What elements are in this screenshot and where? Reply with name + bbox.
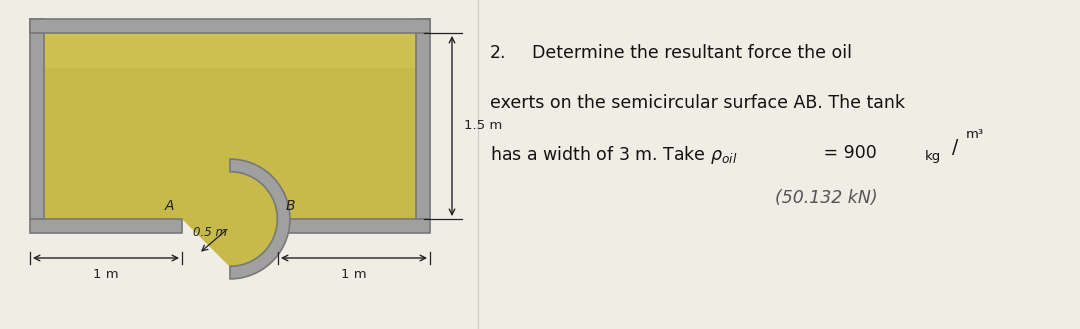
- Polygon shape: [183, 172, 278, 266]
- Bar: [416, 19, 430, 219]
- Polygon shape: [44, 33, 416, 267]
- Bar: [278, 219, 430, 233]
- Text: Determine the resultant force the oil: Determine the resultant force the oil: [532, 44, 852, 62]
- Text: = 900: = 900: [818, 144, 882, 162]
- Text: 0.5 m: 0.5 m: [193, 226, 227, 239]
- Text: has a width of 3 m. Take $\rho_{oil}$: has a width of 3 m. Take $\rho_{oil}$: [490, 144, 738, 166]
- Text: exerts on the semicircular surface AB. The tank: exerts on the semicircular surface AB. T…: [490, 94, 905, 112]
- Bar: [30, 219, 183, 233]
- Text: 1.5 m: 1.5 m: [464, 119, 502, 133]
- Text: 2.: 2.: [490, 44, 507, 62]
- Text: /: /: [951, 138, 958, 157]
- Text: 1 m: 1 m: [341, 268, 367, 281]
- Text: kg: kg: [924, 150, 942, 163]
- Polygon shape: [44, 33, 416, 68]
- Text: 1 m: 1 m: [93, 268, 119, 281]
- Text: m³: m³: [966, 128, 984, 141]
- Text: A: A: [164, 199, 174, 213]
- Text: B: B: [286, 199, 296, 213]
- Polygon shape: [230, 159, 289, 279]
- Text: (50.132 kN): (50.132 kN): [775, 189, 878, 207]
- Bar: [30, 19, 44, 219]
- Bar: [30, 19, 430, 33]
